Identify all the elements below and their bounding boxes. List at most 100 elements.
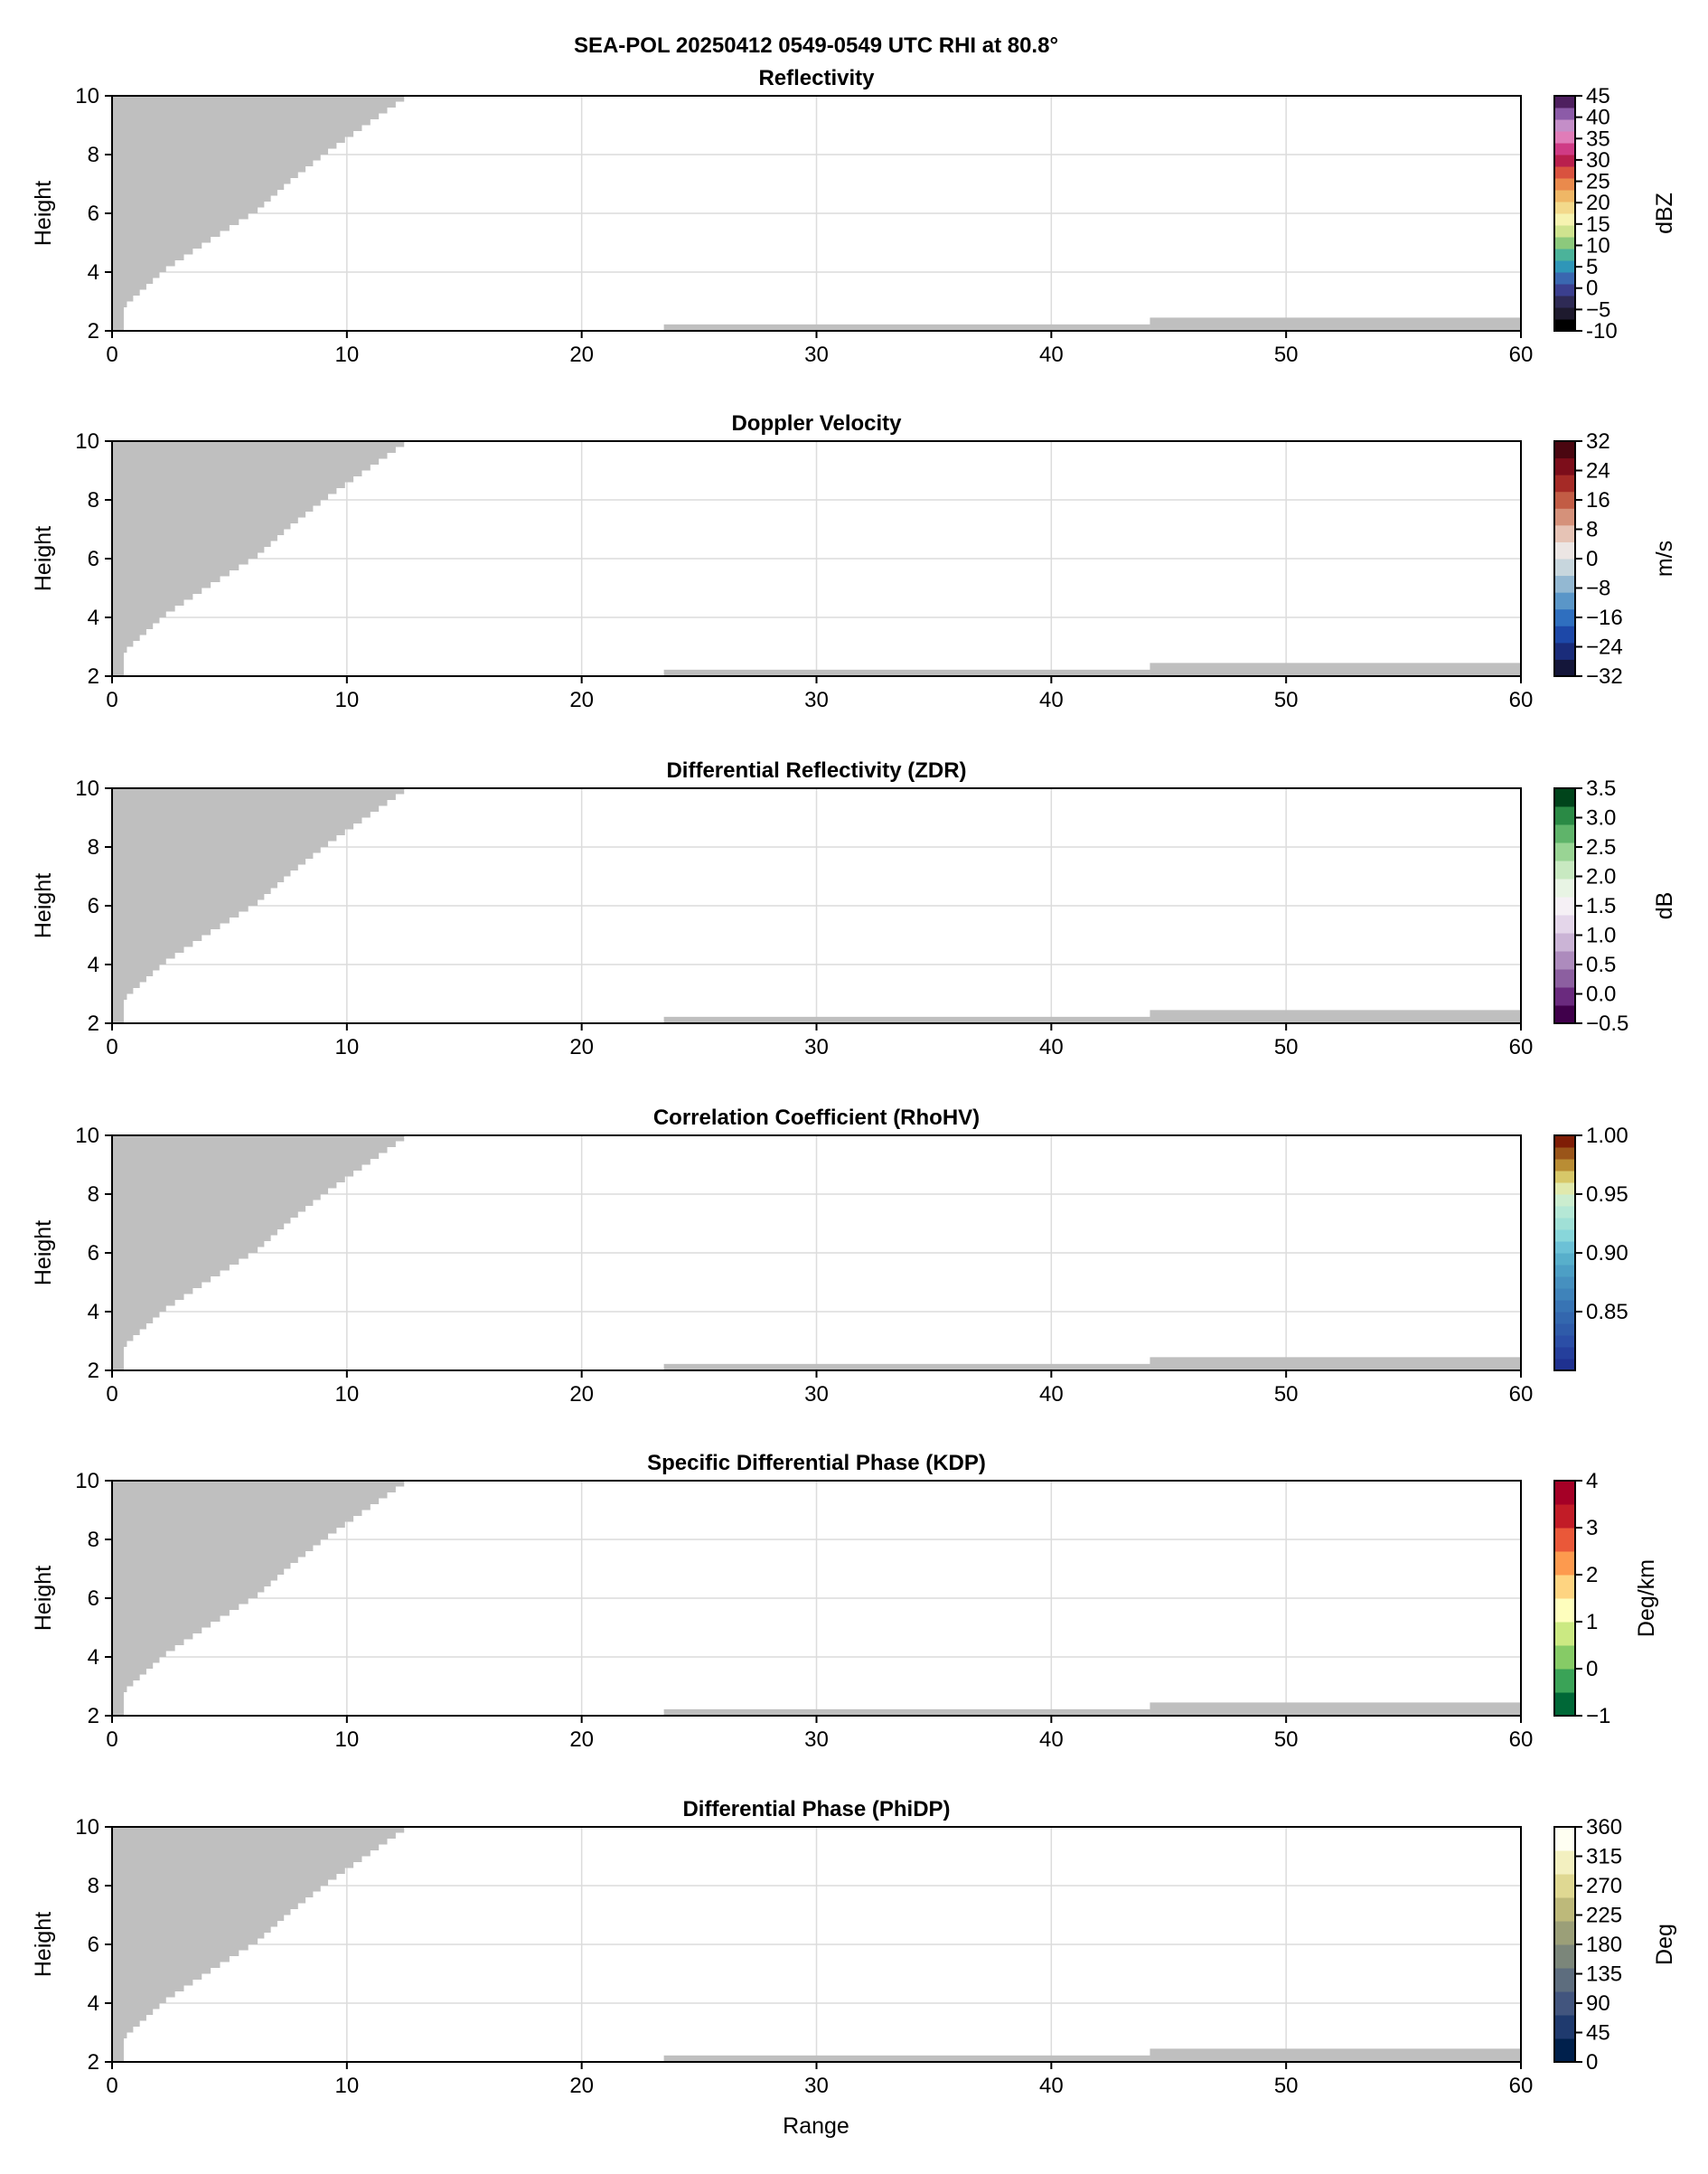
masked-region-ground	[1150, 1702, 1521, 1716]
colorbar-tick-label: −32	[1586, 664, 1623, 689]
colorbar-bin	[1554, 96, 1575, 108]
y-tick-label: 6	[88, 894, 99, 918]
colorbar-bin	[1554, 559, 1575, 577]
y-tick-label: 8	[88, 1874, 99, 1898]
colorbar-bin	[1554, 1005, 1575, 1024]
colorbar-label: dB	[1652, 892, 1677, 920]
y-tick-label: 4	[88, 953, 99, 977]
colorbar-bin	[1554, 1874, 1575, 1898]
colorbar-label: Deg/km	[1634, 1559, 1659, 1637]
y-axis-label: Height	[31, 1566, 56, 1631]
y-tick-label: 10	[75, 84, 99, 108]
colorbar-bin	[1554, 491, 1575, 509]
colorbar-bin	[1554, 1692, 1575, 1717]
panel-4: Correlation Coefficient (RhoHV)0 10 20 30 40…	[31, 1106, 1628, 1407]
masked-region-ground	[663, 324, 1150, 331]
x-tick-label: 50	[1274, 1727, 1299, 1752]
colorbar-tick-label: 90	[1586, 1991, 1610, 2016]
figure-suptitle: SEA-POL 20250412 0549-0549 UTC RHI at 80…	[574, 33, 1058, 58]
x-tick-label: 10	[334, 343, 359, 367]
masked-region-upper	[112, 788, 413, 1023]
colorbar-bin	[1554, 788, 1575, 807]
colorbar-bin	[1554, 457, 1575, 475]
colorbar-tick-label: 16	[1586, 488, 1610, 513]
x-tick-label: 20	[569, 2074, 594, 2098]
colorbar-bin	[1554, 1288, 1575, 1301]
colorbar-bin	[1554, 2015, 1575, 2039]
colorbar-bin	[1554, 1359, 1575, 1371]
panel-title: Differential Reflectivity (ZDR)	[666, 758, 966, 783]
colorbar-bin	[1554, 608, 1575, 626]
colorbar-bin	[1554, 307, 1575, 320]
colorbar-bin	[1554, 284, 1575, 296]
y-tick-label: 8	[88, 1528, 99, 1552]
colorbar: 0 45 90 135 180 225 270 315 360 Deg	[1553, 1815, 1677, 2075]
x-tick-label: 60	[1509, 343, 1534, 367]
colorbar-bin	[1554, 1265, 1575, 1277]
colorbar-tick-label: 15	[1586, 212, 1610, 237]
colorbar-tick-label: 0	[1586, 277, 1598, 301]
colorbar-bin	[1554, 296, 1575, 308]
masked-region-ground	[663, 669, 1150, 676]
x-tick-label: 30	[804, 1035, 829, 1059]
colorbar-tick-label: 1	[1586, 1610, 1598, 1634]
y-tick-label: 6	[88, 1586, 99, 1611]
colorbar-bin	[1554, 1991, 1575, 2016]
colorbar-tick-label: 180	[1586, 1933, 1622, 1957]
colorbar-bin	[1554, 1147, 1575, 1160]
colorbar-bin	[1554, 1206, 1575, 1219]
colorbar-frame	[1553, 1480, 1576, 1717]
x-tick-label: 40	[1039, 1727, 1064, 1752]
colorbar-bin	[1554, 951, 1575, 970]
colorbar-bin	[1554, 1312, 1575, 1324]
masked-region-ground	[1150, 1010, 1521, 1023]
colorbar-tick-label: 25	[1586, 170, 1610, 194]
x-tick-label: 0	[106, 1035, 117, 1059]
colorbar-bin	[1554, 1323, 1575, 1336]
colorbar-bin	[1554, 166, 1575, 179]
colorbar-bin	[1554, 1897, 1575, 1922]
colorbar-bin	[1554, 1253, 1575, 1266]
x-tick-label: 40	[1039, 2074, 1064, 2098]
x-tick-label: 50	[1274, 343, 1299, 367]
x-tick-label: 50	[1274, 2074, 1299, 2098]
colorbar-tick-label: 2	[1586, 1563, 1598, 1587]
colorbar-label: dBZ	[1652, 193, 1677, 234]
colorbar-tick-label: 30	[1586, 148, 1610, 173]
colorbar-tick-label: 0	[1586, 1657, 1598, 1681]
colorbar-tick-label: 45	[1586, 2021, 1610, 2046]
colorbar-tick-label: 360	[1586, 1815, 1622, 1840]
panel-title: Reflectivity	[758, 66, 875, 90]
colorbar-bin	[1554, 642, 1575, 660]
colorbar-bin	[1554, 108, 1575, 120]
y-axis-label: Height	[31, 526, 56, 591]
y-tick-label: 2	[88, 1704, 99, 1728]
x-tick-label: 20	[569, 1727, 594, 1752]
colorbar-tick-label: 3.0	[1586, 806, 1616, 831]
y-tick-label: 4	[88, 606, 99, 630]
masked-region-ground	[663, 1708, 1150, 1716]
masked-region-upper	[112, 1135, 413, 1370]
y-tick-label: 6	[88, 1241, 99, 1266]
colorbar-bin	[1554, 1276, 1575, 1289]
colorbar-bin	[1554, 2038, 1575, 2063]
colorbar-bin	[1554, 592, 1575, 610]
x-tick-label: 10	[334, 1382, 359, 1407]
colorbar-tick-label: 40	[1586, 106, 1610, 130]
colorbar-tick-label: 1.0	[1586, 924, 1616, 948]
panel-3: Differential Reflectivity (ZDR)0 10 20 30 40…	[31, 758, 1677, 1059]
y-axis-label: Height	[31, 1220, 56, 1285]
colorbar-tick-label: 3.5	[1586, 776, 1616, 801]
colorbar-bin	[1554, 190, 1575, 202]
colorbar-tick-label: 315	[1586, 1845, 1622, 1869]
colorbar-tick-label: 0.95	[1586, 1182, 1628, 1207]
colorbar-bin	[1554, 508, 1575, 526]
colorbar-tick-label: 0.5	[1586, 953, 1616, 977]
colorbar-label: m/s	[1652, 541, 1677, 577]
colorbar-bin	[1554, 1171, 1575, 1183]
colorbar-tick-label: 2.5	[1586, 835, 1616, 860]
panel-6: Differential Phase (PhiDP)0 10 20 30 40 50 602…	[31, 1797, 1677, 2098]
